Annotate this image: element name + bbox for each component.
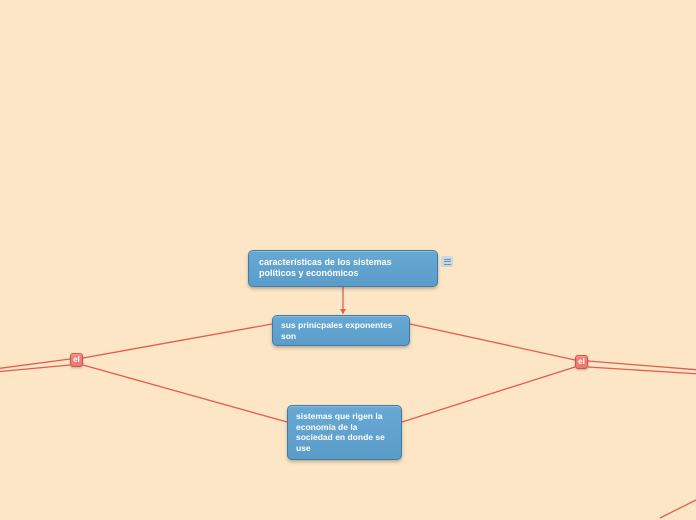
node-root[interactable]: características de los sistemas político… <box>248 250 438 287</box>
node-sub-label: sus prinicpales exponentes son <box>281 320 392 341</box>
node-right-el-label: el <box>578 357 585 366</box>
node-detail[interactable]: sistemas que rigen la economía de la soc… <box>287 405 402 460</box>
node-detail-label: sistemas que rigen la economía de la soc… <box>296 411 385 453</box>
node-root-label: características de los sistemas político… <box>259 257 392 278</box>
node-right-el[interactable]: el <box>575 355 588 369</box>
node-left-el-label: el <box>73 355 80 364</box>
node-sub[interactable]: sus prinicpales exponentes son <box>272 315 410 346</box>
node-left-el[interactable]: el <box>70 353 83 367</box>
menu-icon[interactable] <box>441 256 453 267</box>
